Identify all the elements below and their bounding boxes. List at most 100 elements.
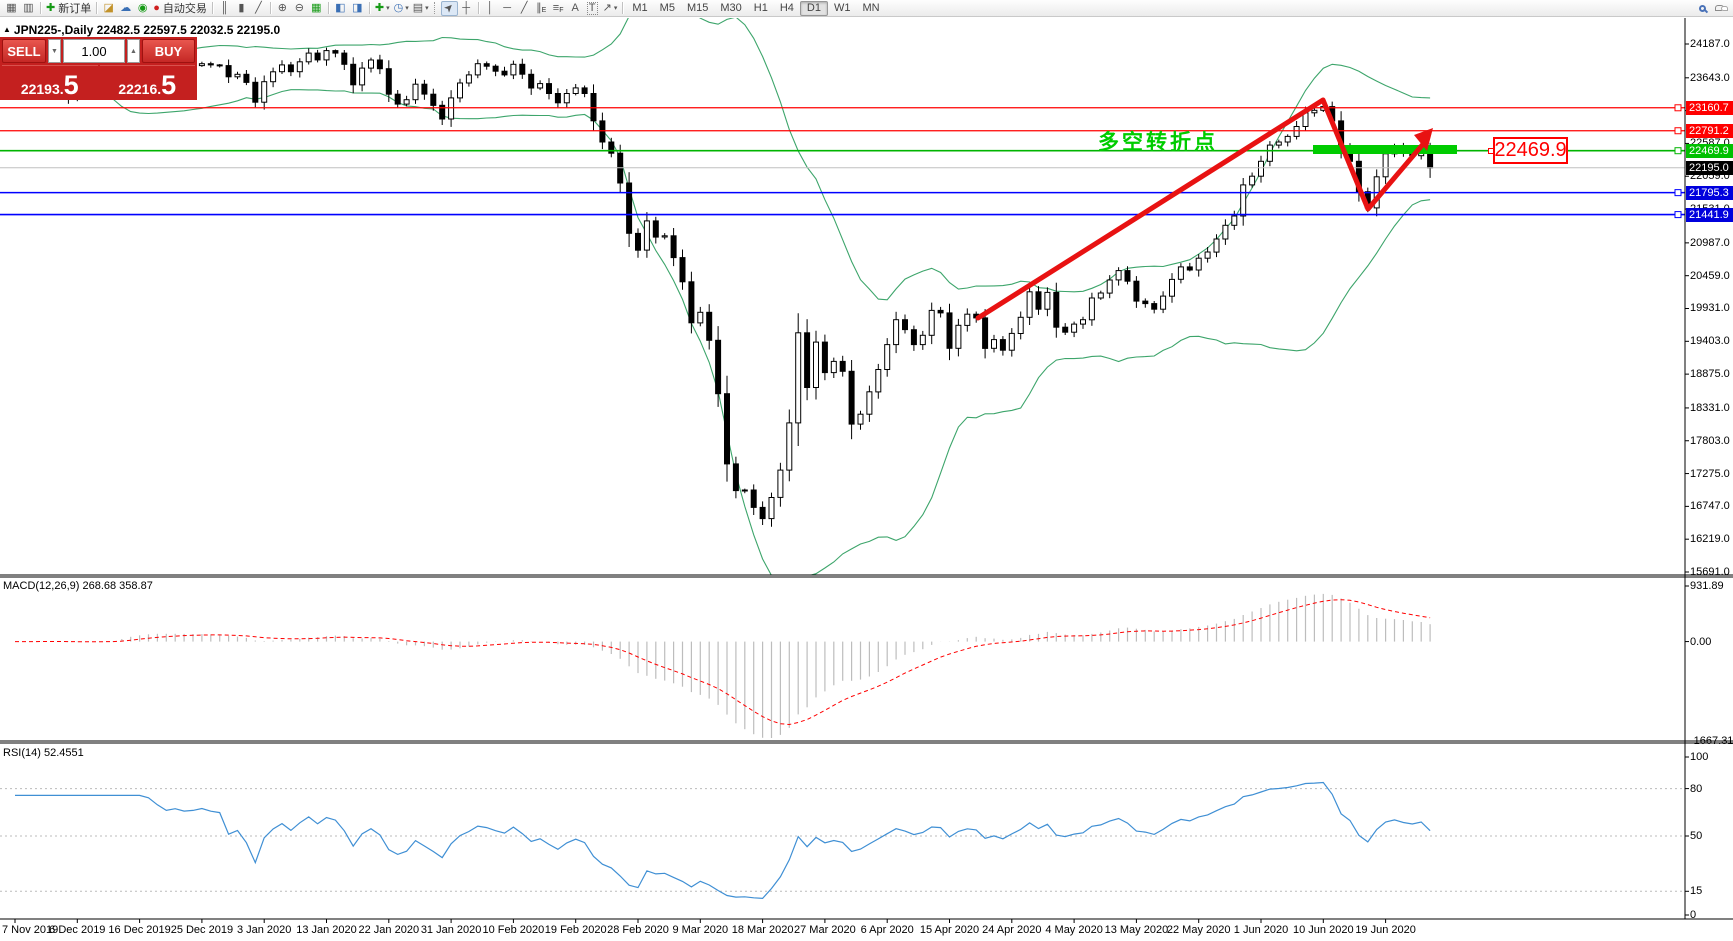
buy-button[interactable]: BUY: [142, 39, 195, 63]
volume-down-stepper[interactable]: ▼: [48, 39, 61, 63]
candle: [252, 81, 259, 103]
line-handle[interactable]: [1674, 127, 1682, 135]
styles-bucket-icon[interactable]: ◪: [103, 1, 114, 14]
candle: [884, 344, 891, 371]
tf-m30[interactable]: M30: [720, 2, 742, 14]
horizontal-line-tool[interactable]: ─: [503, 1, 512, 14]
indicator-window-icon[interactable]: ◧: [335, 1, 346, 14]
line-handle[interactable]: [1674, 104, 1682, 112]
candle: [528, 73, 535, 89]
callout-anchor-handle[interactable]: [1488, 148, 1494, 154]
sell-price[interactable]: 22193. 5: [2, 65, 98, 99]
cursor-tool[interactable]: ➤: [440, 0, 458, 16]
ohlc-values: 22482.5 22597.5 22032.5 22195.0: [96, 23, 281, 37]
candle: [777, 469, 784, 498]
tf-h4[interactable]: H4: [779, 2, 794, 14]
candle: [910, 329, 917, 346]
chart-preview-icon[interactable]: ▥: [23, 1, 34, 14]
zoom-out-icon[interactable]: ⊖: [294, 1, 304, 14]
chart-frame: [0, 18, 1733, 923]
turning-point-bar[interactable]: [1313, 145, 1457, 154]
candle: [403, 99, 410, 105]
crosshair-tool[interactable]: ┼: [462, 1, 471, 14]
autotrading-button[interactable]: ● 自动交易: [153, 1, 207, 15]
main-chart-area[interactable]: [0, 2, 1685, 584]
tf-m15[interactable]: M15: [686, 2, 709, 14]
rsi-panel[interactable]: [0, 781, 1685, 900]
trend-zigzag-line[interactable]: [975, 97, 1427, 321]
candle: [706, 311, 713, 341]
tf-d1[interactable]: D1: [799, 0, 828, 16]
candle: [661, 235, 668, 238]
tf-m1[interactable]: M1: [632, 2, 648, 14]
candle: [946, 312, 953, 349]
price-callout-box[interactable]: 22469.9: [1493, 137, 1568, 164]
candle: [501, 70, 508, 76]
date-axis-label: 1 Jun 2020: [1233, 924, 1289, 936]
macd-panel[interactable]: [15, 593, 1431, 738]
candle: [287, 64, 294, 73]
candle: [581, 87, 588, 95]
candle: [1293, 126, 1300, 137]
candlestick-chart-icon[interactable]: ▮: [238, 1, 245, 14]
turning-point-annotation: 多空转折点: [1098, 131, 1218, 154]
candle: [1249, 175, 1256, 186]
toolbar-sep: [40, 2, 41, 14]
sell-button[interactable]: SELL: [2, 39, 46, 63]
bar-chart-icon[interactable]: ║: [220, 1, 229, 14]
candle: [893, 319, 900, 346]
trendline-tool[interactable]: ╱: [520, 1, 528, 14]
volume-input[interactable]: [63, 39, 125, 63]
candle: [830, 360, 837, 374]
arrows-tool[interactable]: ↗ ▾: [602, 1, 618, 14]
line-handle[interactable]: [1674, 189, 1682, 197]
buy-price[interactable]: 22216. 5: [99, 65, 195, 99]
indicator-list-icon[interactable]: ◨: [352, 1, 363, 14]
chart-window-icon[interactable]: ▦: [6, 1, 17, 14]
new-order-button[interactable]: ✚ 新订单: [46, 1, 92, 15]
candle: [937, 309, 944, 314]
tf-h1[interactable]: H1: [753, 2, 768, 14]
line-chart-icon[interactable]: ╱: [255, 1, 262, 14]
chat-icon[interactable]: [1713, 1, 1730, 16]
candle: [261, 81, 268, 103]
tf-m5[interactable]: M5: [659, 2, 675, 14]
candle: [314, 52, 321, 61]
search-icon[interactable]: [1696, 1, 1713, 16]
candle: [643, 220, 650, 251]
candle: [991, 339, 997, 349]
main-toolbar: ▦ ▥ ✚ 新订单 ◪ ☁ ◉ ● 自动交易 ║ ▮ ╱ ⊕ ⊖ ▦ ◧ ◨ ✚ ▾ ◷ ▾ ▤ ▾ ➤ ┼ │ ─ ╱ ∥ E ≡ F A T ↗…: [0, 0, 1733, 17]
candle: [1213, 238, 1220, 253]
line-handle[interactable]: [1674, 211, 1682, 219]
fibonacci-tool[interactable]: ≡ F: [552, 1, 564, 14]
label-tool[interactable]: T: [586, 1, 598, 15]
candle: [1195, 257, 1202, 271]
volume-up-stepper[interactable]: ▲: [127, 39, 140, 63]
tf-w1[interactable]: W1: [833, 2, 851, 14]
candle: [332, 50, 339, 54]
zoom-in-icon[interactable]: ⊕: [277, 1, 287, 14]
market-cloud-icon[interactable]: ☁: [120, 1, 132, 14]
sell-price-main: 22193: [20, 80, 60, 97]
vertical-line-tool[interactable]: │: [486, 1, 494, 14]
tile-windows-icon[interactable]: ▦: [311, 1, 322, 14]
candle: [715, 339, 722, 395]
text-tool[interactable]: A: [571, 1, 579, 14]
candle: [305, 52, 312, 63]
price-axis-label: 20459.0: [1690, 269, 1730, 282]
date-axis-label: 9 Mar 2020: [672, 924, 729, 936]
toolbar-sep: [269, 2, 271, 14]
line-handle[interactable]: [1674, 147, 1682, 155]
add-indicator-button[interactable]: ✚ ▾: [374, 1, 390, 14]
candle: [688, 281, 695, 324]
templates-button[interactable]: ▤ ▾: [412, 1, 429, 14]
toolbar-sep: [211, 2, 213, 14]
tf-mn[interactable]: MN: [862, 2, 880, 14]
periods-button[interactable]: ◷ ▾: [393, 1, 409, 14]
date-axis-label: 13 Jan 2020: [296, 924, 357, 936]
signals-icon[interactable]: ◉: [137, 1, 148, 14]
channel-tool[interactable]: ∥ E: [536, 1, 547, 14]
candle: [1026, 291, 1033, 318]
candle: [1115, 270, 1122, 281]
